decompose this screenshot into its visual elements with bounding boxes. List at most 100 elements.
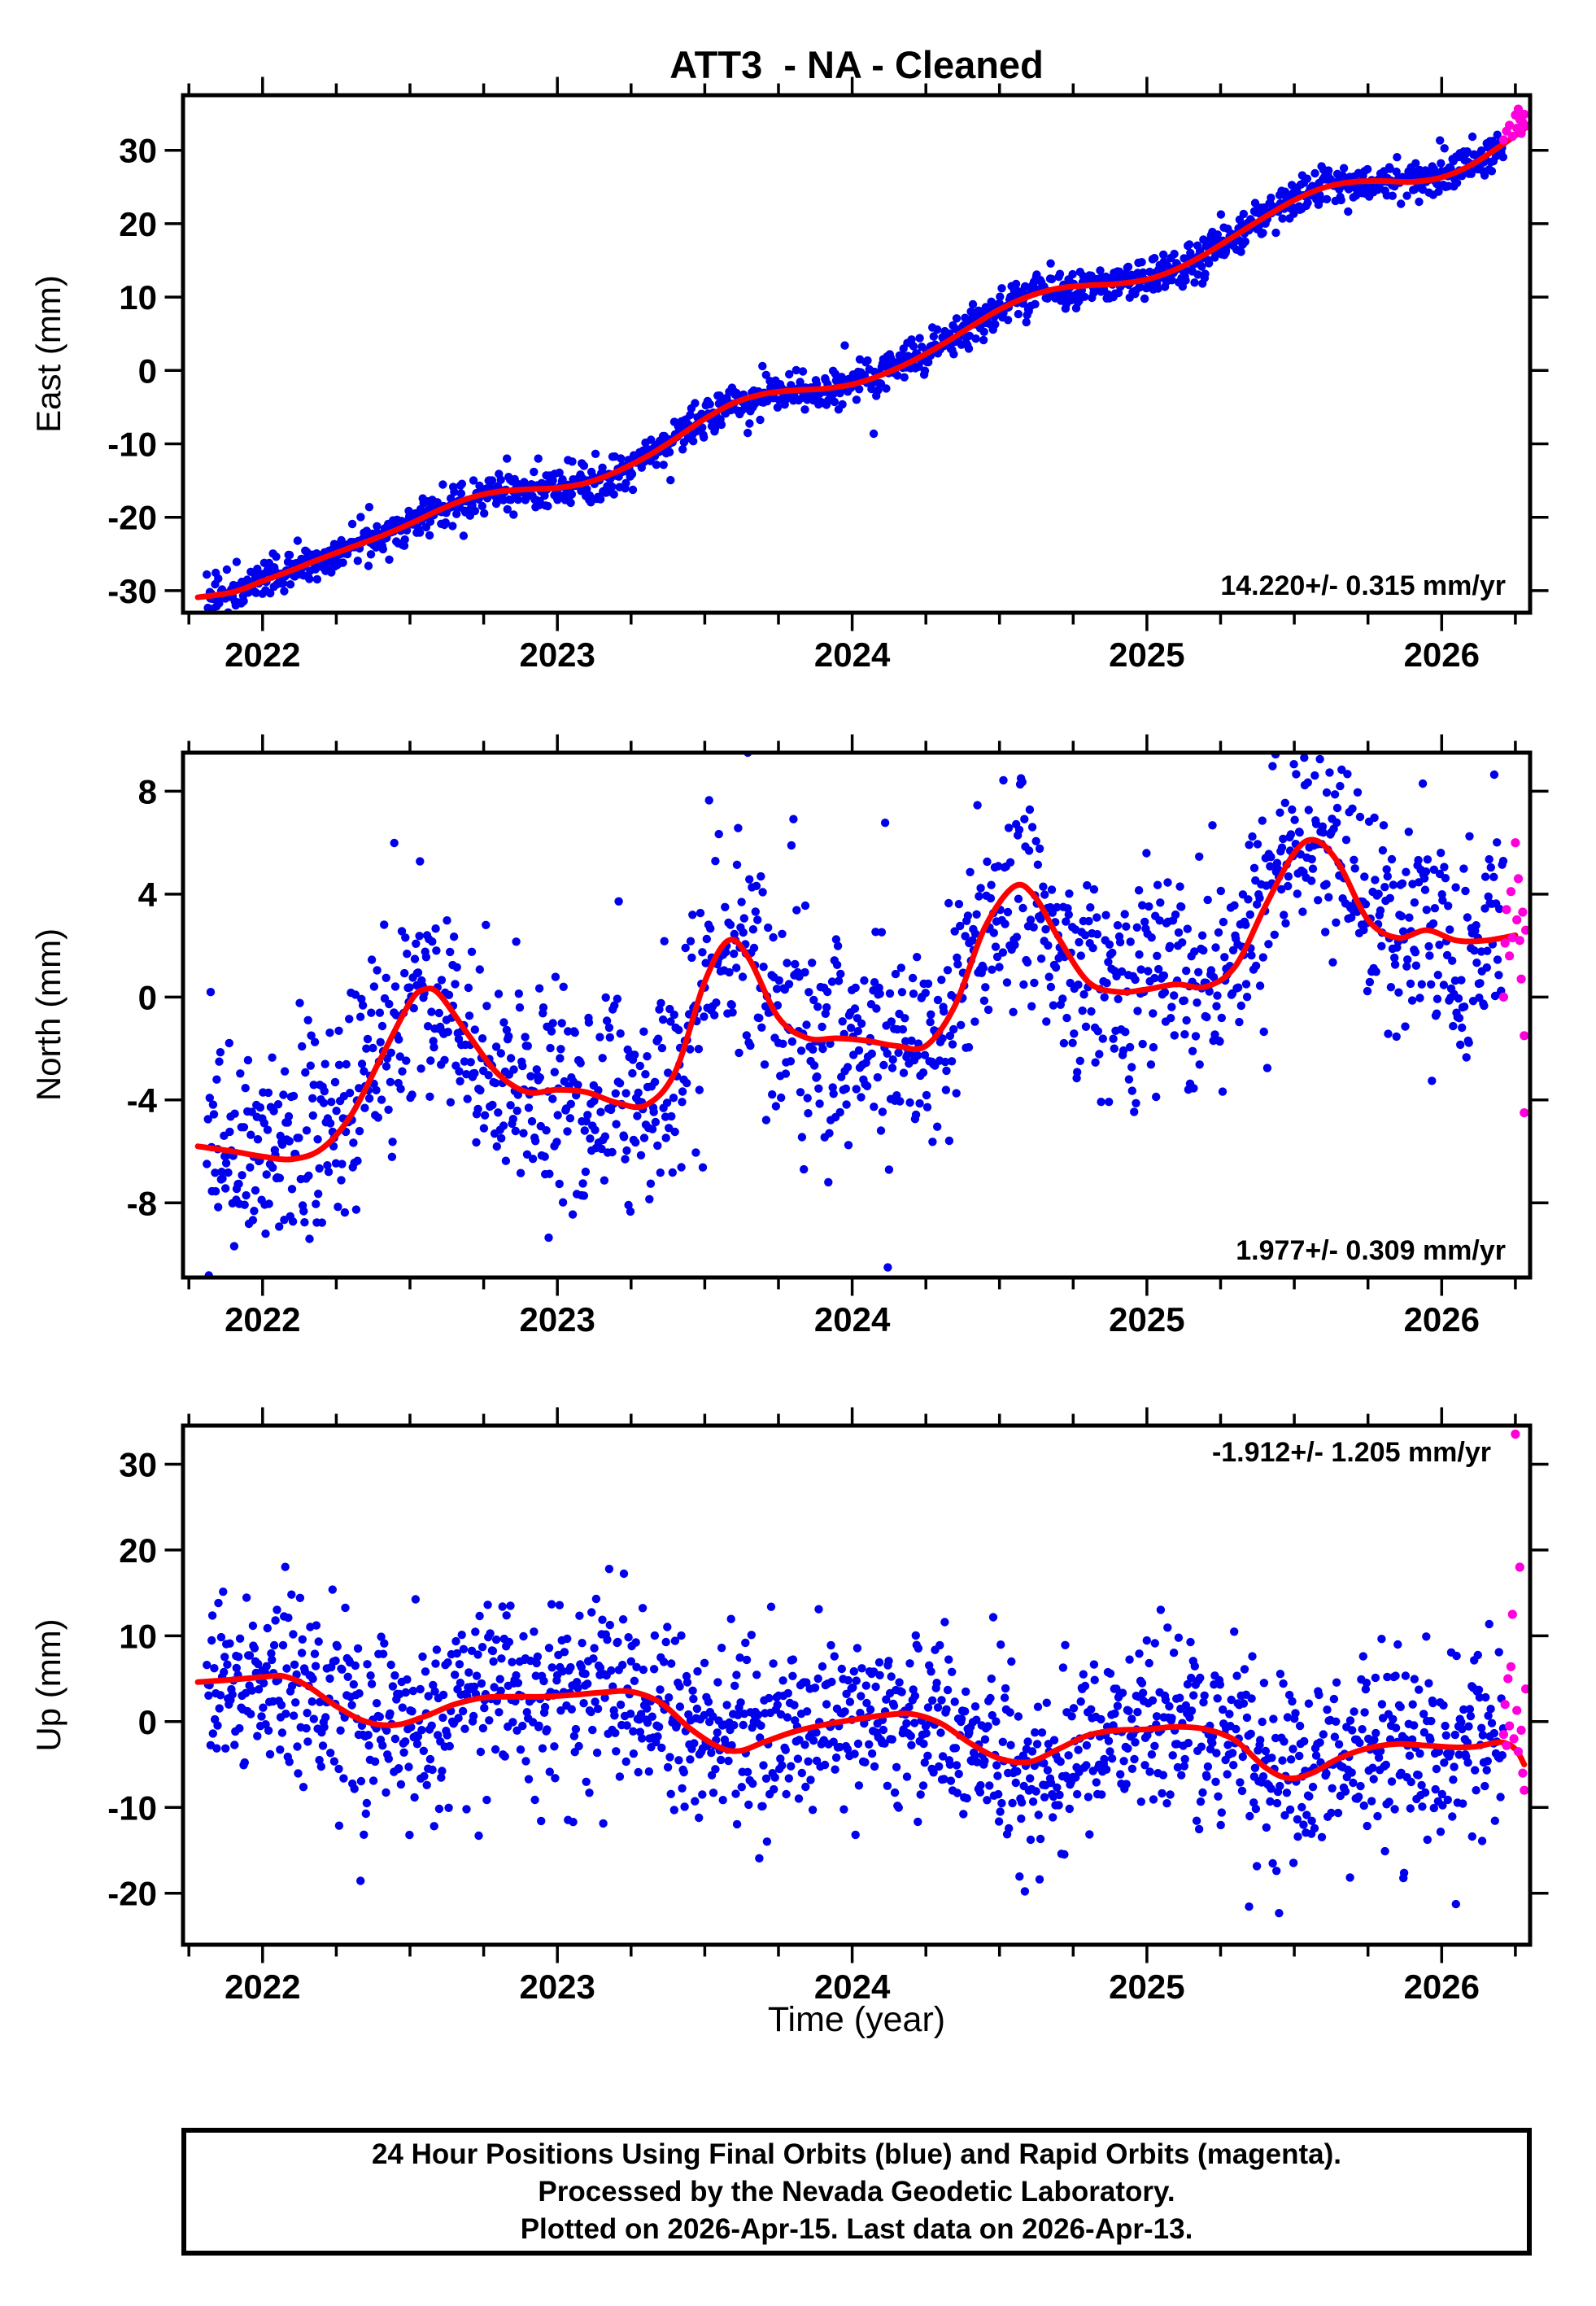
data-point-final [1388, 191, 1398, 200]
data-point-final [857, 1019, 866, 1029]
data-point-final [929, 1768, 938, 1777]
data-point-final [968, 936, 977, 945]
data-point-final [1477, 1723, 1486, 1732]
data-point-final [332, 1107, 341, 1116]
data-point-final [1330, 1732, 1340, 1741]
data-point-final [994, 862, 1003, 871]
data-point-final [1197, 1742, 1206, 1751]
data-point-final [626, 1207, 635, 1216]
data-point-final [663, 1762, 673, 1772]
data-point-final [526, 1072, 535, 1081]
data-point-final [1405, 913, 1414, 922]
data-point-final [964, 344, 974, 353]
data-point-final [1053, 902, 1062, 912]
data-point-final [253, 1135, 263, 1144]
data-point-final [953, 1788, 962, 1797]
data-point-final [309, 1081, 318, 1090]
data-point-final [827, 1677, 836, 1687]
data-point-final [248, 1621, 258, 1631]
data-point-final [1427, 980, 1436, 989]
data-point-final [1194, 967, 1203, 976]
data-point-final [983, 1796, 992, 1805]
data-point-final [670, 1636, 680, 1645]
data-point-final [1043, 294, 1052, 303]
data-point-final [1322, 194, 1332, 203]
data-point-final [1371, 876, 1380, 884]
data-point-final [506, 496, 516, 504]
data-point-final [508, 1718, 517, 1727]
data-point-final [851, 1830, 860, 1840]
data-point-final [203, 570, 211, 579]
data-point-final [355, 1126, 364, 1136]
data-point-final [245, 1651, 255, 1660]
data-point-final [1446, 1748, 1455, 1758]
data-point-final [752, 881, 761, 890]
data-point-final [911, 1110, 921, 1120]
data-point-final [1013, 1767, 1022, 1776]
data-point-final [951, 1744, 961, 1753]
data-point-final [935, 1762, 944, 1771]
data-point-final [784, 980, 794, 989]
data-point-final [693, 1666, 702, 1676]
data-point-final [627, 469, 637, 478]
data-point-final [812, 379, 822, 389]
data-point-final [293, 536, 303, 545]
data-point-final [1175, 1693, 1184, 1702]
data-point-final [254, 1659, 263, 1669]
data-point-final [621, 1155, 630, 1164]
data-point-final [573, 1081, 582, 1090]
data-point-final [563, 1634, 572, 1644]
data-point-final [460, 1057, 469, 1066]
data-point-final [926, 1017, 935, 1027]
data-point-final [391, 1011, 401, 1020]
data-point-final [1302, 1810, 1311, 1819]
data-point-final [944, 1655, 953, 1664]
data-point-final [1428, 1077, 1437, 1085]
data-point-final [1008, 1798, 1017, 1808]
data-point-final [246, 1130, 255, 1139]
data-point-final [1022, 317, 1031, 327]
data-point-final [408, 1090, 416, 1099]
data-point-final [879, 1060, 888, 1070]
data-point-final [289, 1630, 298, 1639]
data-point-final [916, 1790, 925, 1799]
data-point-final [1337, 765, 1346, 775]
data-point-final [1003, 907, 1013, 917]
data-point-final [1072, 1073, 1081, 1083]
data-point-final [470, 1025, 479, 1034]
x-tick-label: 2023 [519, 1300, 595, 1339]
data-point-final [674, 1286, 682, 1294]
data-point-final [902, 1719, 911, 1728]
data-point-final [358, 1001, 368, 1010]
data-point-final [464, 1011, 474, 1020]
data-point-final [288, 1217, 298, 1226]
data-point-final [338, 1160, 347, 1168]
data-point-final [857, 1664, 866, 1673]
data-point-final [425, 517, 435, 526]
data-point-final [616, 1700, 626, 1710]
data-point-final [852, 395, 861, 404]
data-point-final [1029, 923, 1038, 932]
data-point-final [1481, 1692, 1490, 1702]
data-point-final [412, 1740, 422, 1749]
data-point-final [1275, 1670, 1285, 1679]
data-point-final [324, 1168, 334, 1177]
data-point-final [809, 1061, 819, 1070]
data-point-final [1419, 1727, 1429, 1737]
data-point-final [666, 1017, 675, 1026]
data-point-final [302, 1126, 312, 1135]
data-point-final [1081, 1022, 1091, 1031]
data-point-final [773, 403, 783, 412]
data-point-final [591, 1125, 600, 1134]
data-point-final [732, 1819, 742, 1829]
data-point-final [1464, 1722, 1473, 1731]
data-point-final [220, 1667, 229, 1677]
data-point-final [466, 1058, 475, 1067]
data-point-final [896, 1097, 905, 1106]
data-point-final [1282, 1788, 1292, 1797]
data-point-final [1205, 987, 1214, 996]
data-point-final [457, 479, 467, 488]
data-point-final [778, 1676, 787, 1685]
data-point-final [1308, 864, 1318, 873]
data-point-final [1192, 1816, 1201, 1825]
